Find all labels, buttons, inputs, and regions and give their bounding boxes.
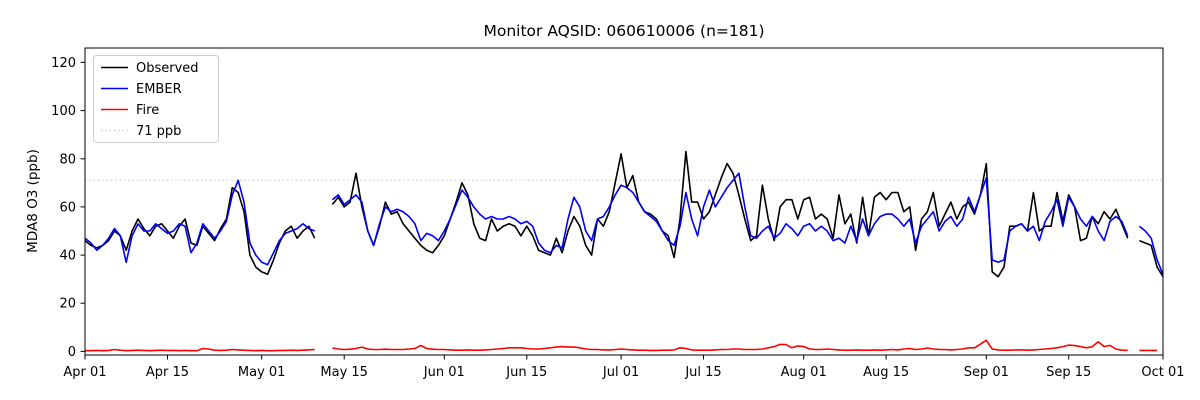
y-tick-label: 0 — [68, 345, 76, 360]
x-tick-label: Apr 01 — [63, 365, 106, 380]
x-tick-label: Aug 01 — [781, 365, 827, 380]
fire-line — [85, 339, 1158, 352]
legend: Observed EMBER Fire 71 ppb — [93, 55, 219, 143]
y-tick-label: 100 — [51, 104, 76, 119]
y-axis-label: MDA8 O3 (ppb) — [25, 149, 41, 253]
x-tick-label: Oct 01 — [1141, 365, 1184, 380]
x-tick-label: Aug 15 — [863, 365, 909, 380]
legend-label: EMBER — [136, 82, 182, 97]
y-tick-label: 20 — [59, 297, 76, 312]
legend-label: Fire — [136, 103, 159, 118]
observed-line — [84, 150, 1164, 278]
x-tick-label: May 15 — [320, 365, 368, 380]
y-tick-label: 80 — [59, 152, 76, 167]
plot-area: 0 20 40 60 80 100 120 Apr 01 Apr 15 May 01 May 15 J… — [51, 47, 1185, 380]
y-tick-label: 60 — [59, 200, 76, 215]
y-tick-label: 120 — [51, 56, 76, 71]
legend-box — [93, 55, 219, 143]
legend-label: Observed — [136, 61, 199, 76]
legend-label: 71 ppb — [136, 124, 181, 139]
x-tick-label: Apr 15 — [146, 365, 189, 380]
x-tick-label: Sep 15 — [1046, 365, 1091, 380]
x-tick-label: Jul 15 — [684, 365, 721, 380]
x-tick-label: May 01 — [238, 365, 286, 380]
x-tick-label: Jun 01 — [423, 365, 465, 380]
y-tick-label: 40 — [59, 249, 76, 264]
ember-line — [84, 172, 1164, 275]
chart-title: Monitor AQSID: 060610006 (n=181) — [483, 22, 764, 40]
x-tick-label: Jun 15 — [505, 365, 547, 380]
x-tick-label: Jul 01 — [602, 365, 639, 380]
plot-border — [84, 47, 1164, 356]
x-tick-label: Sep 01 — [964, 365, 1009, 380]
